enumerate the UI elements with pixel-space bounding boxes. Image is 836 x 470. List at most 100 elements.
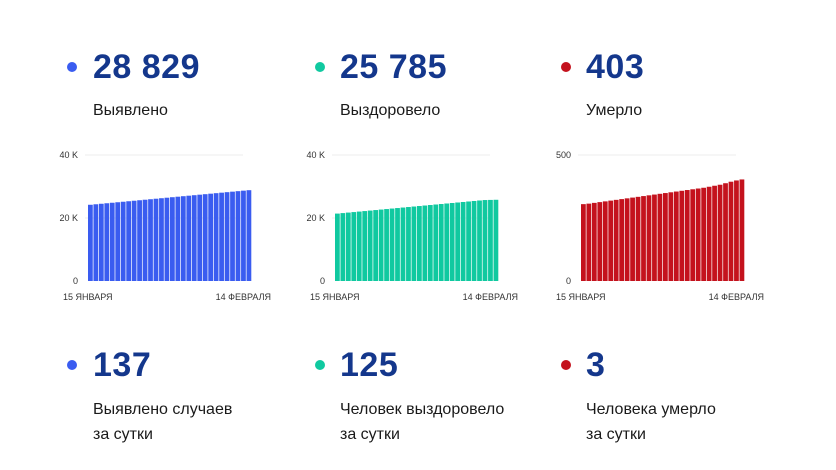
detected-bar	[241, 190, 246, 281]
detected-bar	[93, 204, 99, 281]
died-daily-dot-icon	[561, 360, 571, 370]
recovered-bar	[449, 203, 455, 281]
died-y-tick-label: 0	[566, 276, 571, 286]
recovered-y-tick-label: 0	[320, 276, 325, 286]
detected-bar	[126, 201, 132, 281]
died-bar	[581, 204, 586, 281]
recovered-bar	[471, 200, 477, 281]
detected-bar	[170, 197, 175, 281]
died-bar	[608, 200, 614, 281]
detected-bar	[180, 196, 186, 281]
recovered-daily: 125	[340, 346, 399, 384]
died-bar	[641, 196, 646, 281]
recovered-daily-label-line2: за сутки	[340, 426, 400, 443]
detected-bar	[230, 191, 235, 281]
recovered-bar	[400, 207, 406, 281]
recovered-bar	[482, 200, 488, 281]
detected-bar	[175, 196, 181, 281]
detected-daily: 137	[93, 346, 152, 384]
recovered-bar	[444, 203, 450, 281]
recovered-bar	[466, 201, 471, 281]
died-bar	[728, 181, 734, 281]
died-daily-label-line1: Человека умерло	[586, 401, 716, 418]
recovered-bar	[389, 208, 395, 281]
detected-total: 28 829	[93, 48, 200, 86]
died-bar	[652, 194, 657, 281]
died-bar	[712, 185, 717, 281]
detected-bar	[197, 194, 203, 281]
recovered-y-tick-label: 40 K	[306, 150, 325, 160]
died-bar	[717, 184, 723, 281]
recovered-bar	[455, 202, 461, 281]
died-bar	[591, 202, 597, 281]
recovered-bar	[493, 199, 499, 281]
detected-total-label: Выявлено	[93, 102, 168, 119]
died-bar	[657, 193, 663, 281]
recovered-bar-chart: 0 20 K 40 K 15 ЯНВАРЯ 14 ФЕВРАЛЯ	[306, 150, 518, 302]
recovered-bar	[351, 212, 357, 281]
died-bar	[706, 186, 712, 281]
recovered-bar	[460, 201, 466, 281]
detected-x-tick-label-end: 14 ФЕВРАЛЯ	[216, 292, 271, 302]
stat-column-died: 403 Умерло 3 Человека умерло за сутки	[493, 0, 733, 470]
recovered-bar	[433, 204, 439, 281]
died-bar	[734, 180, 739, 281]
died-bar	[723, 183, 728, 281]
detected-bar	[164, 197, 170, 281]
recovered-bar	[373, 210, 379, 281]
recovered-total-label: Выздоровело	[340, 102, 441, 119]
recovered-daily-dot-icon	[315, 360, 325, 370]
died-bar	[701, 187, 707, 281]
died-total-label: Умерло	[586, 102, 643, 119]
detected-daily-dot-icon	[67, 360, 77, 370]
recovered-bar	[488, 199, 493, 281]
died-bar	[684, 190, 690, 281]
died-total: 403	[586, 48, 645, 86]
detected-daily-label-line2: за сутки	[93, 426, 153, 443]
recovered-bar	[384, 209, 389, 281]
stat-column-recovered: 25 785 Выздоровело 125 Человек выздорове…	[247, 0, 504, 470]
died-dot-icon	[561, 62, 571, 72]
recovered-bar	[367, 210, 373, 281]
died-daily-label-line2: за сутки	[586, 426, 646, 443]
detected-bar	[202, 194, 208, 281]
detected-bar	[235, 191, 241, 281]
died-bar	[597, 202, 603, 281]
recovered-bar	[340, 213, 346, 281]
recovered-bar	[335, 213, 340, 281]
detected-bar	[208, 193, 214, 281]
died-bar	[635, 196, 641, 281]
died-bar	[673, 191, 679, 281]
died-bar	[586, 203, 592, 281]
detected-bar	[109, 202, 115, 281]
died-bar	[630, 197, 635, 281]
detected-bar-chart: 0 20 K 40 K 15 ЯНВАРЯ 14 ФЕВРАЛЯ	[59, 150, 271, 302]
stat-column-detected: 28 829 Выявлено 137 Выявлено случаев за …	[0, 0, 240, 470]
detected-bar	[159, 198, 164, 281]
recovered-bar	[422, 205, 428, 281]
recovered-y-tick-label: 20 K	[306, 213, 325, 223]
detected-bar	[191, 195, 197, 281]
died-bar	[695, 188, 701, 281]
detected-bar	[88, 204, 93, 281]
detected-bar	[213, 193, 219, 281]
detected-bar	[148, 199, 153, 281]
detected-dot-icon	[67, 62, 77, 72]
recovered-x-tick-label-end: 14 ФЕВРАЛЯ	[463, 292, 518, 302]
died-y-tick-label: 500	[556, 150, 571, 160]
detected-daily-label-line1: Выявлено случаев	[93, 401, 233, 418]
detected-bar	[104, 203, 110, 281]
recovered-bar	[411, 206, 417, 281]
died-daily: 3	[586, 346, 606, 384]
died-x-tick-label-end: 14 ФЕВРАЛЯ	[709, 292, 764, 302]
detected-bar	[131, 200, 137, 281]
detected-x-tick-label-start: 15 ЯНВАРЯ	[63, 292, 113, 302]
recovered-bar	[477, 200, 482, 281]
recovered-bar	[427, 205, 433, 281]
detected-y-tick-label: 40 K	[59, 150, 78, 160]
detected-bar	[153, 198, 159, 281]
recovered-daily-label-line1: Человек выздоровело	[340, 401, 505, 418]
detected-bar	[224, 192, 230, 281]
died-bar	[646, 195, 652, 281]
recovered-bar	[395, 208, 400, 281]
